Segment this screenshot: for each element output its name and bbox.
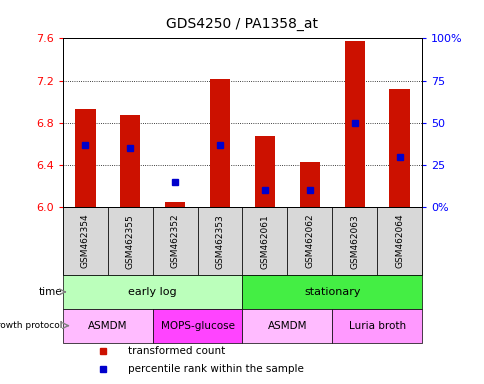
Bar [197,207,242,275]
Text: ASMDM: ASMDM [88,321,127,331]
Bar [165,202,185,207]
Text: GSM462353: GSM462353 [215,214,224,268]
Text: GSM462064: GSM462064 [394,214,403,268]
Bar [152,207,197,275]
Text: GDS4250 / PA1358_at: GDS4250 / PA1358_at [166,17,318,31]
Bar [299,162,319,207]
Bar [254,136,274,207]
Text: time: time [38,287,62,297]
Text: Luria broth: Luria broth [348,321,405,331]
Text: stationary: stationary [303,287,360,297]
Bar [210,78,230,207]
Text: GSM462061: GSM462061 [260,214,269,268]
Text: percentile rank within the sample: percentile rank within the sample [127,364,303,374]
Text: GSM462354: GSM462354 [81,214,90,268]
Bar [242,275,421,309]
Text: GSM462355: GSM462355 [125,214,135,268]
Bar [63,275,242,309]
Bar [287,207,332,275]
Bar [332,207,376,275]
Text: transformed count: transformed count [127,346,225,356]
Bar [152,309,242,343]
Text: GSM462063: GSM462063 [349,214,359,268]
Bar [389,89,409,207]
Bar [376,207,421,275]
Bar [63,309,152,343]
Text: early log: early log [128,287,177,297]
Text: GSM462352: GSM462352 [170,214,180,268]
Bar [242,207,287,275]
Text: growth protocol: growth protocol [0,321,62,330]
Text: GSM462062: GSM462062 [304,214,314,268]
Text: ASMDM: ASMDM [267,321,306,331]
Bar [120,116,140,207]
Bar [63,207,107,275]
Bar [107,207,152,275]
Bar [75,109,95,207]
Bar [332,309,421,343]
Text: MOPS-glucose: MOPS-glucose [160,321,234,331]
Bar [344,40,364,207]
Bar [242,309,332,343]
